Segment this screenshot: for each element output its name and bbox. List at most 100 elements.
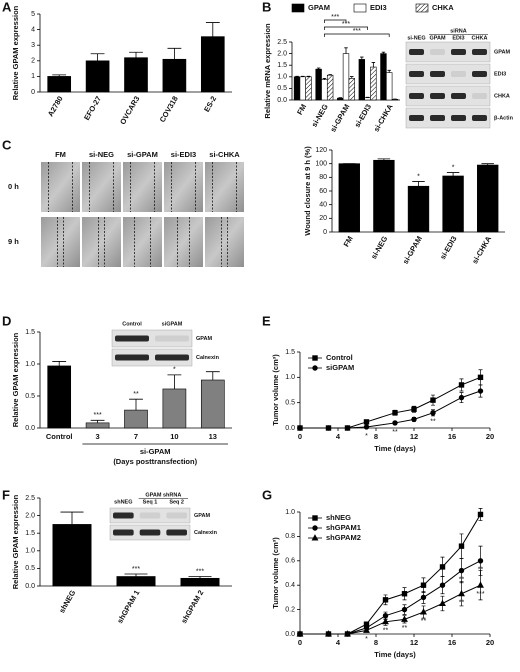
micrograph bbox=[205, 217, 244, 267]
point bbox=[325, 630, 332, 637]
error-bar bbox=[481, 163, 494, 166]
y-tick-label: 0.0 bbox=[25, 425, 35, 432]
y-tick-label: 0.6 bbox=[285, 558, 295, 565]
bar bbox=[85, 60, 110, 93]
blot-column-label: Seq 2 bbox=[169, 499, 184, 505]
y-tick-label: 0.5 bbox=[25, 393, 35, 400]
blot-strip bbox=[111, 348, 193, 367]
micrograph bbox=[41, 162, 80, 212]
y-tick-label: 0.5 bbox=[25, 565, 35, 572]
significance-bracket bbox=[324, 33, 390, 37]
significance-bracket bbox=[324, 19, 347, 23]
y-axis-label: Relative mRNA expression bbox=[263, 23, 272, 119]
x-tick-label: OVCAR3 bbox=[118, 94, 141, 126]
significance-label: *** bbox=[94, 412, 102, 419]
y-tick-label: 40 bbox=[319, 202, 327, 209]
x-tick-label: 10 bbox=[170, 432, 178, 441]
point bbox=[344, 425, 351, 431]
blot-band bbox=[430, 49, 445, 55]
point bbox=[363, 419, 370, 425]
point bbox=[458, 394, 465, 401]
x-tick-label: si-NEG bbox=[369, 234, 389, 260]
point bbox=[477, 388, 484, 394]
blot-band bbox=[113, 529, 134, 536]
blot-row-label: GPAM bbox=[194, 513, 211, 519]
error-bar bbox=[129, 51, 143, 58]
x-tick-label: FM bbox=[295, 102, 308, 116]
legend-swatch bbox=[353, 3, 367, 13]
bar bbox=[47, 76, 72, 93]
bar bbox=[162, 388, 187, 429]
legend-label: GPAM bbox=[308, 3, 330, 12]
x-tick-label: shGPAM 2 bbox=[179, 588, 205, 625]
error-bar bbox=[52, 74, 67, 77]
point bbox=[363, 424, 370, 430]
panel-letter: F bbox=[2, 487, 10, 502]
y-tick-label: 2.0 bbox=[277, 50, 287, 57]
bar bbox=[326, 74, 334, 101]
y-tick-label: 1 bbox=[31, 73, 35, 80]
bar bbox=[407, 185, 430, 233]
bar bbox=[348, 78, 355, 101]
x-tick-label: 16 bbox=[448, 432, 456, 441]
x-tick-label: 20 bbox=[486, 432, 494, 441]
blot-band bbox=[472, 115, 487, 121]
x-tick-label: shNEG bbox=[57, 588, 77, 614]
x-tick-label: 4 bbox=[336, 432, 341, 441]
x-tick-label: Control bbox=[46, 432, 73, 441]
blot-column-label: GPAM bbox=[429, 35, 446, 41]
point bbox=[401, 615, 408, 622]
x-tick-label: A2780 bbox=[46, 94, 65, 118]
bar bbox=[124, 409, 148, 429]
y-axis-label: Relative GPAM expression bbox=[11, 5, 20, 100]
error-bar bbox=[188, 576, 212, 579]
y-tick-label: 2.5 bbox=[25, 495, 35, 502]
bar bbox=[124, 57, 148, 93]
blot-band bbox=[115, 354, 149, 361]
point bbox=[401, 591, 408, 597]
y-tick-label: 0.0 bbox=[25, 583, 35, 590]
y-tick-label: 0.2 bbox=[285, 606, 295, 613]
blot-column-label: CHKA bbox=[472, 35, 488, 41]
y-axis-label: Wound closure at 9 h (%) bbox=[303, 146, 312, 236]
point bbox=[392, 420, 398, 426]
y-tick-label: 1.0 bbox=[25, 548, 35, 555]
significance-label: ** bbox=[392, 429, 398, 436]
significance-label: *** bbox=[331, 14, 339, 21]
significance-label: ** bbox=[459, 600, 465, 607]
significance-label: *** bbox=[196, 568, 204, 575]
bar bbox=[442, 175, 464, 233]
x-tick-label: 20 bbox=[486, 638, 494, 647]
error-bar bbox=[412, 181, 425, 187]
blot-band bbox=[155, 335, 189, 342]
significance-label: * bbox=[365, 433, 368, 440]
blot-band bbox=[166, 529, 187, 536]
blot-row-label: Calnexin bbox=[196, 355, 220, 361]
y-axis-label: Relative GPAM expression bbox=[11, 332, 20, 427]
point bbox=[439, 599, 446, 606]
significance-label: ** bbox=[383, 628, 389, 635]
y-axis-label: Relative GPAM expression bbox=[11, 494, 20, 589]
y-axis-label: Tumor volume (cm³) bbox=[271, 537, 280, 609]
x-tick-label: si-CHKA bbox=[372, 102, 395, 133]
point bbox=[392, 410, 398, 416]
point bbox=[411, 416, 417, 423]
micrograph bbox=[82, 162, 121, 212]
micrograph bbox=[123, 162, 162, 212]
error-bar bbox=[387, 69, 391, 73]
blot-header: siRNA bbox=[450, 28, 467, 34]
x-tick-label: 12 bbox=[410, 432, 418, 441]
x-tick-label: 12 bbox=[410, 638, 418, 647]
x-axis-label: Time (days) bbox=[374, 444, 416, 453]
point bbox=[458, 567, 465, 574]
micrograph bbox=[205, 162, 244, 212]
y-tick-label: 2.5 bbox=[277, 39, 287, 46]
point bbox=[430, 397, 436, 403]
y-tick-label: 80 bbox=[319, 174, 327, 181]
y-tick-label: 0.4 bbox=[285, 582, 295, 589]
bar bbox=[299, 76, 306, 101]
micrograph bbox=[41, 217, 80, 267]
bar bbox=[162, 58, 187, 93]
error-bar bbox=[446, 172, 460, 176]
point bbox=[297, 425, 303, 431]
